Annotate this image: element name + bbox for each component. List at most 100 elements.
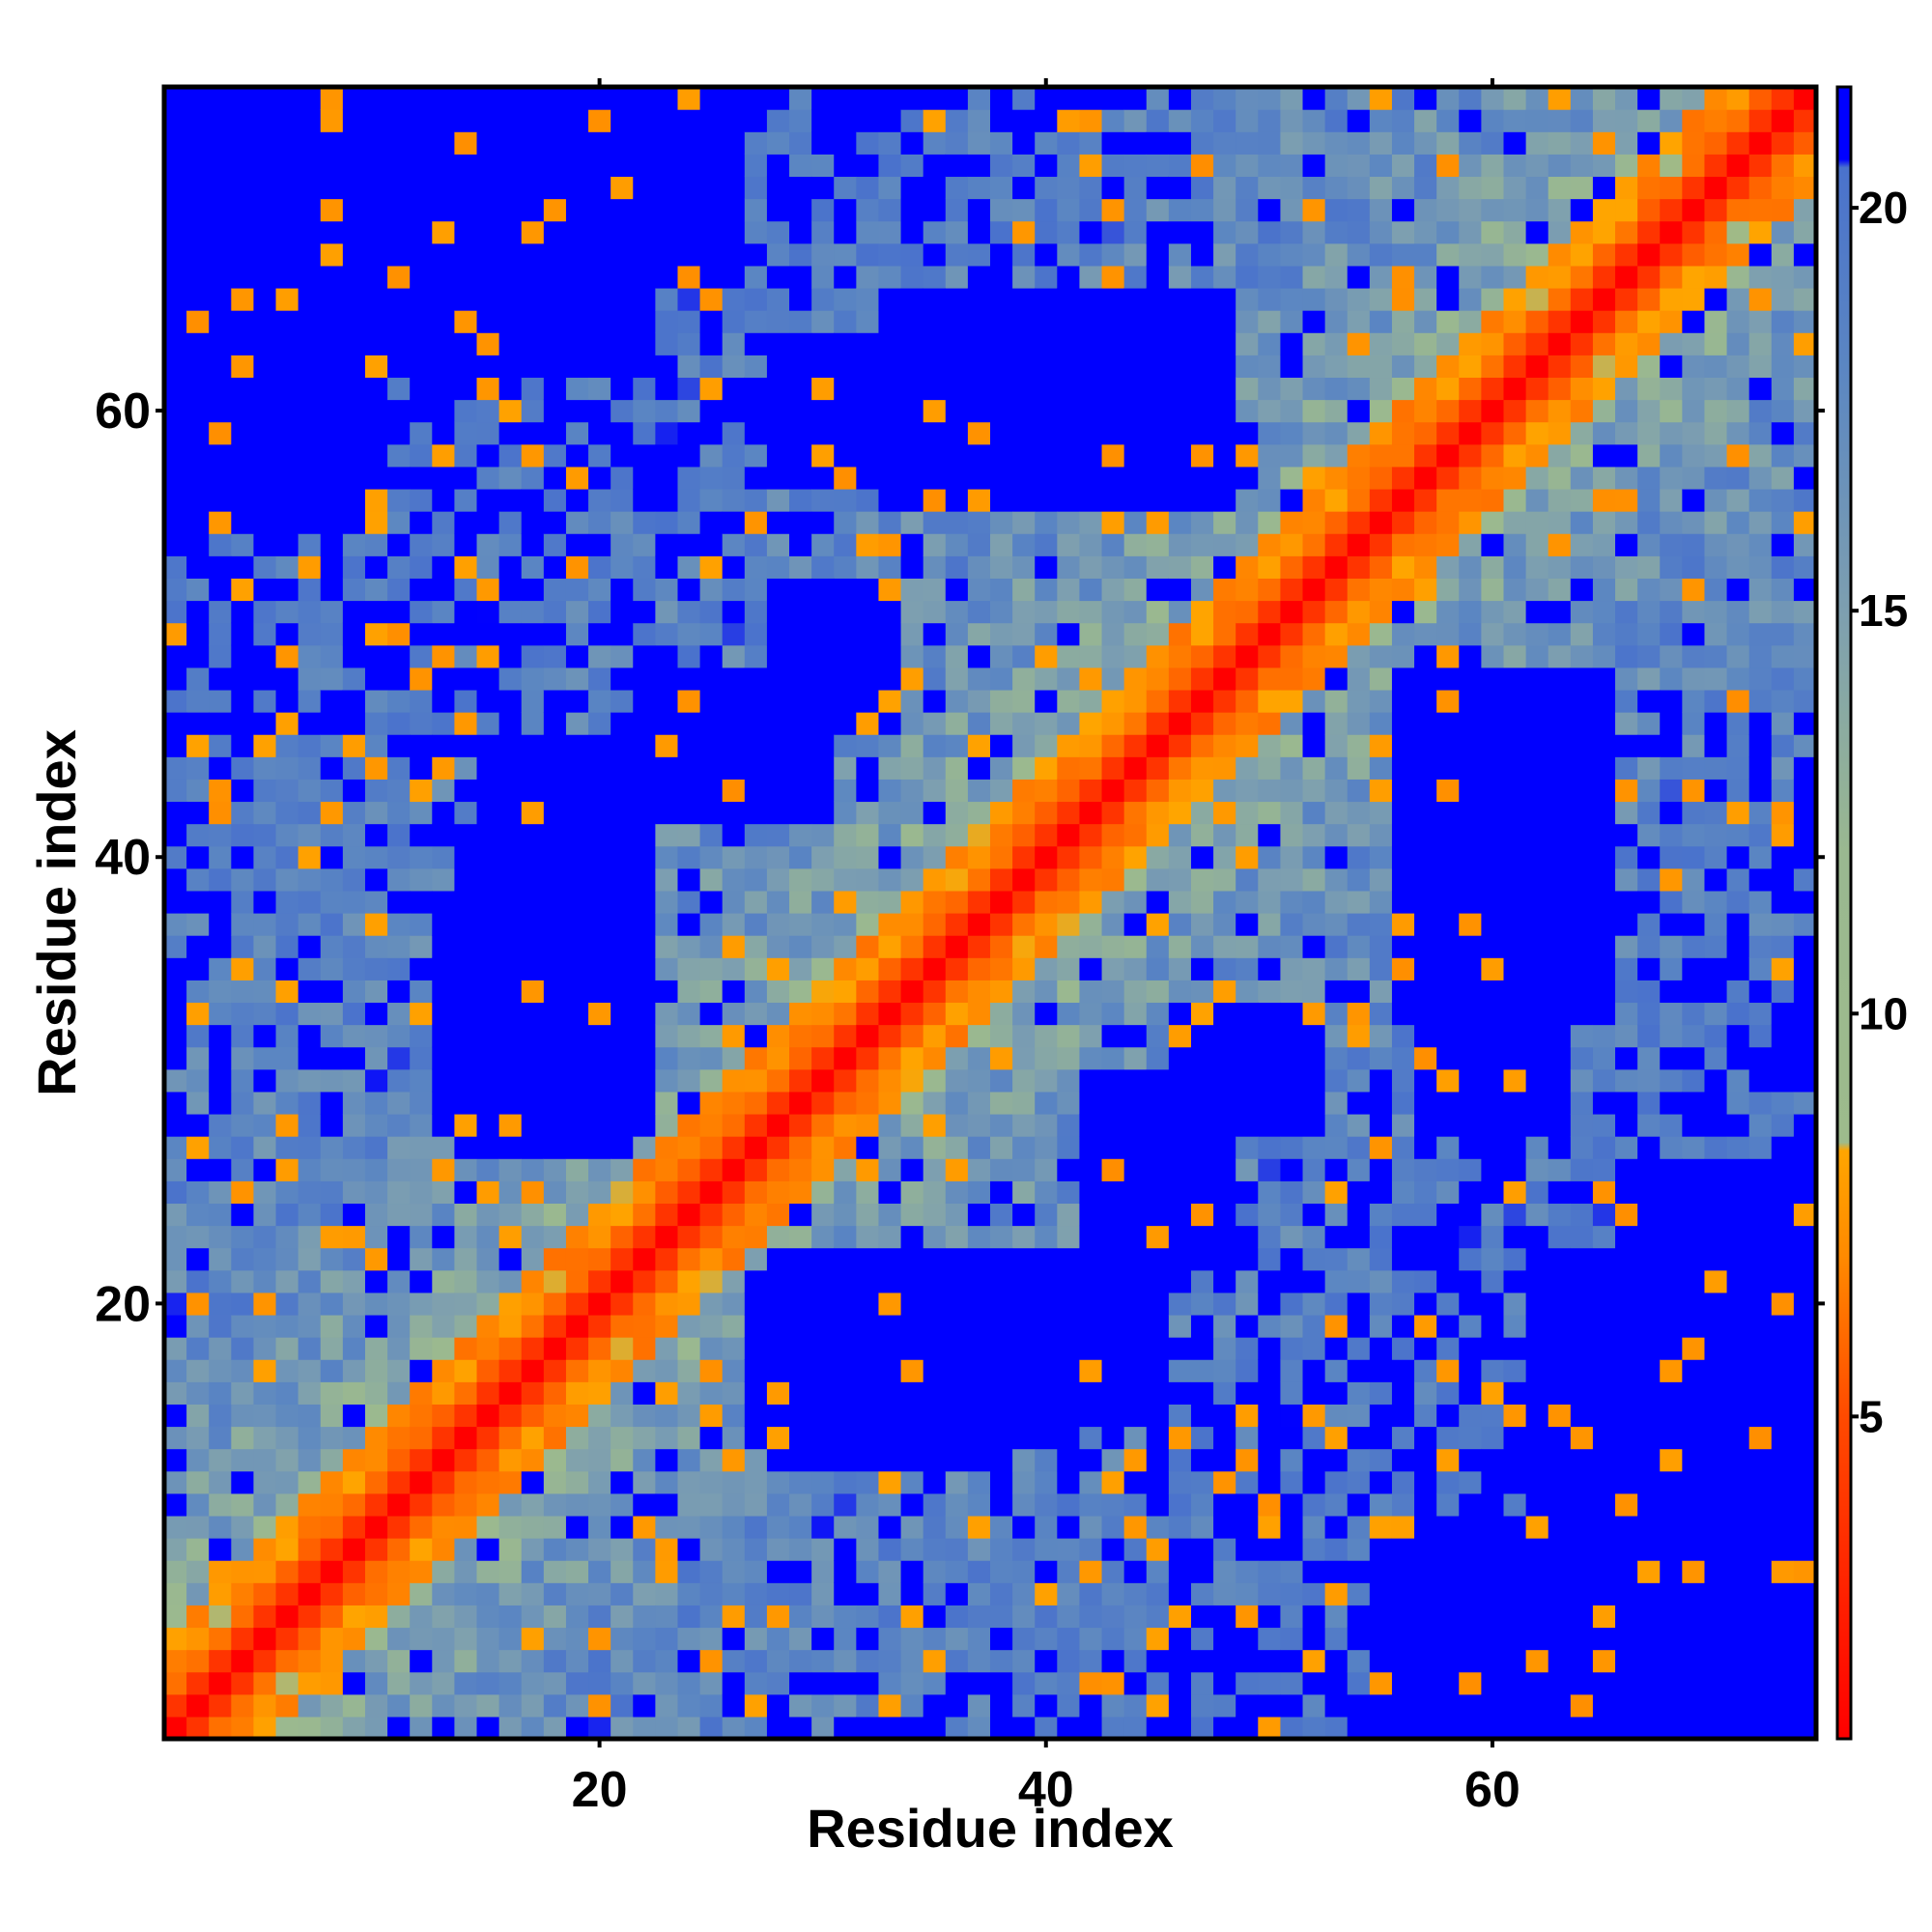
- heatmap-cell: [1123, 1225, 1148, 1249]
- heatmap-cell: [1213, 622, 1236, 646]
- heatmap-cell: [1660, 1247, 1683, 1271]
- heatmap-cell: [834, 578, 857, 602]
- heatmap-cell: [253, 734, 277, 757]
- heatmap-cell: [209, 823, 232, 847]
- heatmap-cell: [1012, 533, 1036, 556]
- heatmap-cell: [611, 87, 634, 110]
- heatmap-cell: [1079, 1292, 1103, 1316]
- heatmap-cell: [588, 488, 611, 512]
- heatmap-cell: [1236, 87, 1259, 110]
- heatmap-cell: [387, 287, 411, 311]
- heatmap-cell: [231, 1426, 255, 1450]
- heatmap-cell: [1592, 1269, 1616, 1293]
- heatmap-cell: [454, 511, 478, 534]
- heatmap-cell: [231, 1068, 255, 1093]
- heatmap-cell: [565, 511, 589, 534]
- heatmap-cell: [164, 734, 187, 757]
- heatmap-cell: [298, 265, 322, 289]
- heatmap-cell: [298, 1158, 322, 1181]
- heatmap-cell: [342, 1225, 366, 1249]
- heatmap-cell: [1236, 1337, 1259, 1360]
- heatmap-cell: [1101, 1627, 1125, 1651]
- heatmap-cell: [1391, 1337, 1415, 1360]
- heatmap-cell: [633, 1582, 656, 1605]
- heatmap-cell: [1369, 1426, 1393, 1450]
- heatmap-cell: [1548, 533, 1572, 556]
- heatmap-cell: [186, 1381, 210, 1405]
- heatmap-cell: [1302, 1113, 1326, 1137]
- heatmap-cell: [1280, 1359, 1304, 1382]
- heatmap-cell: [364, 1716, 388, 1740]
- heatmap-cell: [633, 1024, 656, 1048]
- heatmap-cell: [342, 1560, 366, 1583]
- heatmap-cell: [722, 867, 746, 892]
- heatmap-cell: [1615, 935, 1638, 958]
- heatmap-cell: [543, 1269, 567, 1293]
- heatmap-cell: [521, 689, 545, 713]
- heatmap-cell: [498, 1046, 523, 1070]
- heatmap-cell: [1012, 1091, 1036, 1115]
- heatmap-cell: [811, 1269, 835, 1293]
- heatmap-cell: [1592, 1024, 1616, 1048]
- heatmap-cell: [1213, 1693, 1236, 1718]
- heatmap-cell: [1035, 622, 1058, 646]
- heatmap-cell: [878, 957, 902, 980]
- heatmap-cell: [231, 488, 255, 512]
- heatmap-cell: [565, 1046, 589, 1070]
- heatmap-cell: [722, 600, 746, 624]
- heatmap-cell: [454, 1538, 478, 1561]
- heatmap-cell: [565, 913, 589, 936]
- heatmap-cell: [1436, 1627, 1460, 1651]
- heatmap-cell: [1615, 1470, 1638, 1494]
- heatmap-cell: [1570, 1068, 1594, 1093]
- heatmap-cell: [588, 890, 611, 914]
- heatmap-cell: [1280, 845, 1304, 869]
- heatmap-cell: [320, 1225, 344, 1249]
- heatmap-cell: [834, 1247, 857, 1271]
- heatmap-cell: [900, 399, 924, 423]
- heatmap-cell: [521, 1091, 545, 1115]
- heatmap-cell: [1637, 1292, 1661, 1316]
- heatmap-cell: [1503, 1247, 1527, 1271]
- heatmap-cell: [1548, 87, 1572, 110]
- heatmap-cell: [789, 242, 812, 267]
- heatmap-cell: [1637, 198, 1661, 222]
- heatmap-cell: [588, 600, 611, 624]
- heatmap-cell: [722, 667, 746, 691]
- heatmap-cell: [1347, 555, 1371, 579]
- heatmap-cell: [454, 1180, 478, 1205]
- heatmap-cell: [699, 242, 724, 267]
- heatmap-cell: [1436, 1136, 1460, 1159]
- heatmap-cell: [432, 600, 456, 624]
- heatmap-cell: [1324, 644, 1349, 668]
- heatmap-cell: [1280, 1381, 1304, 1405]
- heatmap-cell: [1012, 488, 1036, 512]
- heatmap-cell: [1615, 466, 1638, 490]
- heatmap-cell: [521, 1492, 545, 1517]
- heatmap-cell: [1079, 1582, 1103, 1605]
- heatmap-cell: [699, 131, 724, 155]
- heatmap-cell: [1057, 1716, 1081, 1740]
- heatmap-cell: [655, 1158, 679, 1181]
- heatmap-cell: [298, 87, 322, 110]
- heatmap-cell: [1592, 443, 1616, 468]
- heatmap-cell: [878, 823, 902, 847]
- heatmap-cell: [789, 1515, 812, 1539]
- heatmap-cell: [1459, 1582, 1482, 1605]
- heatmap-cell: [588, 1225, 611, 1249]
- heatmap-cell: [1459, 1225, 1482, 1249]
- heatmap-cell: [789, 1693, 812, 1718]
- heatmap-cell: [1258, 667, 1282, 691]
- heatmap-cell: [1369, 1381, 1393, 1405]
- heatmap-cell: [253, 689, 277, 713]
- heatmap-cell: [722, 801, 746, 825]
- heatmap-cell: [1146, 377, 1170, 401]
- heatmap-cell: [1079, 1337, 1103, 1360]
- heatmap-cell: [1436, 1113, 1460, 1137]
- heatmap-cell: [1391, 1538, 1415, 1561]
- heatmap-cell: [1035, 1113, 1058, 1137]
- heatmap-cell: [744, 1158, 768, 1181]
- heatmap-cell: [1436, 890, 1460, 914]
- heatmap-cell: [766, 712, 790, 735]
- heatmap-cell: [1391, 466, 1415, 490]
